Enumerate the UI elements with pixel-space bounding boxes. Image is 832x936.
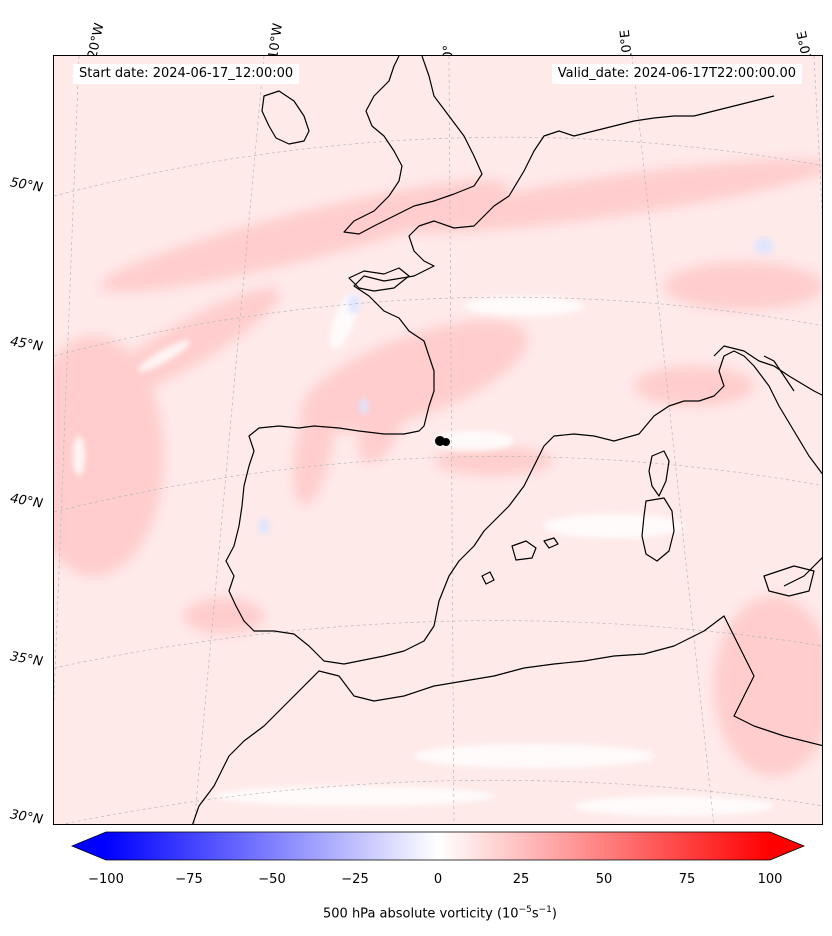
map-panel[interactable]: [53, 55, 823, 825]
coast-corsica: [648, 450, 670, 497]
coast-iberia: [225, 400, 685, 665]
location-marker: [435, 436, 450, 446]
lat-label-50n: 50°N: [8, 175, 44, 196]
colorbar-extend-high: [770, 832, 804, 860]
coastlines: [192, 56, 822, 824]
coast-balearic-ibiza: [481, 571, 495, 585]
coast-sicily: [763, 565, 815, 597]
colorbar-tick: 0: [433, 872, 443, 887]
coast-france-north: [353, 95, 775, 435]
lat-label-35n: 35°N: [8, 649, 44, 670]
lat-label-40n: 40°N: [8, 491, 44, 512]
coast-great-britain: [343, 56, 483, 235]
colorbar-body: [106, 832, 770, 860]
lat-label-30n: 30°N: [8, 807, 44, 828]
colorbar-extend-low: [72, 832, 106, 860]
coast-brittany: [348, 267, 410, 292]
colorbar-outline: [70, 831, 806, 861]
colorbar-tick: 25: [512, 872, 530, 887]
lat-label-45n: 45°N: [8, 334, 44, 355]
vorticity-field-map: [54, 56, 822, 824]
colorbar-tick: −50: [258, 872, 286, 887]
graticule-lines: [54, 56, 822, 824]
colorbar-tick: −75: [175, 872, 203, 887]
colorbar-tick: −100: [88, 872, 124, 887]
coast-sardinia: [641, 497, 675, 562]
colorbar: [70, 831, 806, 861]
colorbar-tick: −25: [341, 872, 369, 887]
colorbar-label: 500 hPa absolute vorticity (10−5s−1): [323, 905, 557, 922]
start-date-label: Start date: 2024-06-17_12:00:00: [73, 64, 300, 84]
vorticity-shading: [54, 159, 822, 816]
colorbar-tick: 75: [678, 872, 696, 887]
coast-italy-heel: [783, 557, 822, 587]
coast-north-africa: [192, 615, 822, 824]
coast-ireland: [261, 90, 310, 145]
valid-date-label: Valid_date: 2024-06-17T22:00:00.00: [551, 64, 802, 84]
coast-balearic-menorca: [543, 537, 559, 549]
coast-italy-east: [713, 345, 822, 396]
colorbar-tick: 50: [595, 872, 613, 887]
coast-balkans: [763, 355, 795, 392]
coast-balearic-mallorca: [511, 540, 537, 561]
colorbar-tick: 100: [757, 872, 783, 887]
coast-italy: [684, 350, 822, 475]
